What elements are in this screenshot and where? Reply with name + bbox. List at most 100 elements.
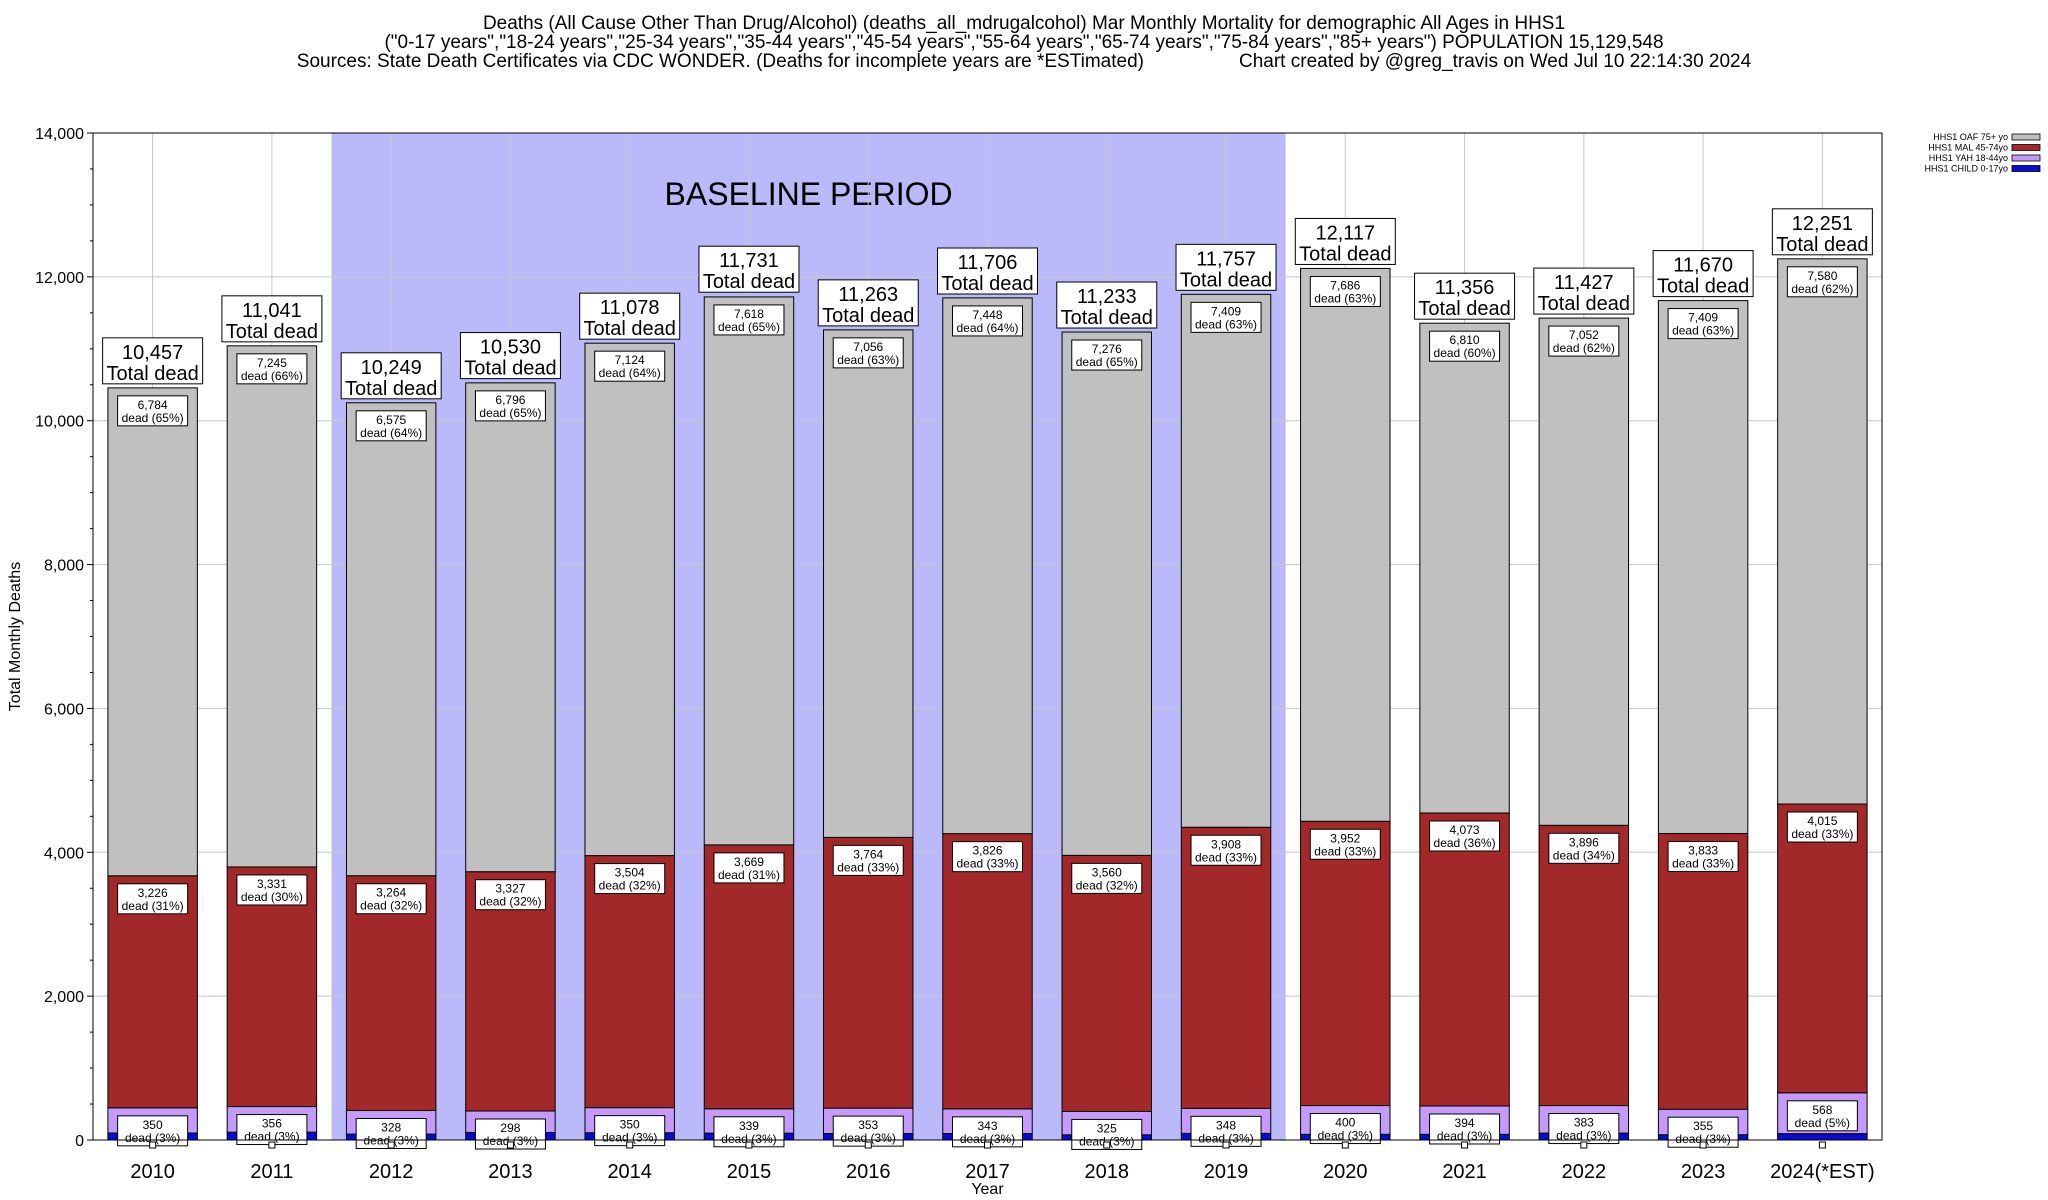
total-label-pct: Total dead <box>1180 269 1272 291</box>
x-tick-label: 2012 <box>369 1161 414 1183</box>
segment-label: 3,833dead (33%) <box>1668 842 1738 872</box>
segment-label-pct: dead (62%) <box>1791 282 1853 296</box>
bar-segment-hhs1-oaf-75-yo <box>1420 323 1509 813</box>
segment-label-value: 350 <box>620 1118 640 1132</box>
x-tick-label: 2017 <box>965 1161 1010 1183</box>
segment-label-value: 3,226 <box>138 886 168 900</box>
x-tick-label: 2022 <box>1562 1161 1607 1183</box>
segment-label-pct: dead (32%) <box>360 899 422 913</box>
segment-label-value: 328 <box>381 1121 401 1135</box>
segment-label-pct: dead (3%) <box>1437 1129 1492 1143</box>
bar-segment-hhs1-oaf-75-yo <box>1539 318 1628 825</box>
total-label-value: 12,117 <box>1315 222 1375 244</box>
x-tick-label: 2024(*EST) <box>1770 1161 1875 1183</box>
segment-label-value: 7,686 <box>1330 278 1360 292</box>
total-label-value: 11,731 <box>719 250 779 272</box>
x-marker <box>507 1142 513 1148</box>
total-label-pct: Total dead <box>1299 243 1391 265</box>
segment-label-value: 6,810 <box>1450 333 1480 347</box>
segment-label: 7,686dead (63%) <box>1310 276 1380 306</box>
total-label-pct: Total dead <box>464 358 556 380</box>
bar-segment-hhs1-oaf-75-yo <box>1181 294 1270 827</box>
segment-label-value: 3,504 <box>615 866 645 880</box>
bar-segment-hhs1-oaf-75-yo <box>346 403 435 876</box>
total-label-pct: Total dead <box>345 378 437 400</box>
segment-label-pct: dead (62%) <box>1553 341 1615 355</box>
x-tick-label: 2021 <box>1442 1161 1487 1183</box>
x-axis-label: Year <box>971 1181 1004 1198</box>
stacked-bar-chart: BASELINE PERIOD 350dead (3%)3,226dead (3… <box>0 0 2048 1200</box>
total-label-value: 10,457 <box>122 342 183 364</box>
x-marker <box>1104 1142 1110 1148</box>
legend-label: HHS1 MAL 45-74yo <box>1928 143 2008 153</box>
bar-segment-hhs1-oaf-75-yo <box>1658 301 1747 834</box>
total-label: 11,263Total dead <box>818 280 918 327</box>
x-marker <box>1462 1142 1468 1148</box>
total-label-value: 11,233 <box>1077 286 1137 308</box>
x-tick-label: 2020 <box>1323 1161 1368 1183</box>
baseline-period-label: BASELINE PERIOD <box>665 176 953 212</box>
segment-label-pct: dead (63%) <box>1672 324 1734 338</box>
segment-label: 7,409dead (63%) <box>1668 309 1738 339</box>
segment-label: 4,015dead (33%) <box>1787 812 1857 842</box>
segment-label-value: 3,264 <box>376 886 406 900</box>
total-label-value: 11,356 <box>1435 277 1495 299</box>
x-marker <box>1581 1142 1587 1148</box>
segment-label-pct: dead (63%) <box>1195 317 1257 331</box>
segment-label: 568dead (5%) <box>1787 1101 1857 1131</box>
segment-label-value: 298 <box>500 1121 520 1135</box>
segment-label-value: 3,560 <box>1092 865 1122 879</box>
segment-label-pct: dead (34%) <box>1553 848 1615 862</box>
segment-label-pct: dead (64%) <box>599 366 661 380</box>
segment-label-pct: dead (64%) <box>956 321 1018 335</box>
legend-swatch <box>2012 166 2040 172</box>
x-tick-label: 2013 <box>488 1161 533 1183</box>
segment-label-value: 3,896 <box>1569 835 1599 849</box>
segment-label-value: 3,669 <box>734 855 764 869</box>
segment-label-pct: dead (31%) <box>718 868 780 882</box>
bar-segment-hhs1-oaf-75-yo <box>108 388 197 876</box>
legend-swatch <box>2012 145 2040 151</box>
bar-segment-hhs1-oaf-75-yo <box>466 383 555 872</box>
bar-segment-hhs1-child-0-17yo <box>1778 1134 1867 1140</box>
total-label: 11,757Total dead <box>1176 244 1276 291</box>
segment-label: 7,124dead (64%) <box>595 351 665 381</box>
segment-label-value: 6,575 <box>376 413 406 427</box>
x-tick-label: 2018 <box>1085 1161 1130 1183</box>
segment-label-value: 3,764 <box>853 847 883 861</box>
x-marker <box>746 1142 752 1148</box>
total-label: 11,233Total dead <box>1057 282 1157 329</box>
bar-segment-hhs1-oaf-75-yo <box>704 297 793 845</box>
y-tick-label: 8,000 <box>44 558 84 575</box>
bar-segment-hhs1-mal-45-74yo <box>1181 827 1270 1108</box>
total-label-pct: Total dead <box>822 305 914 327</box>
segment-label: 3,327dead (32%) <box>475 880 545 910</box>
segment-label-pct: dead (5%) <box>1795 1116 1850 1130</box>
segment-label: 3,952dead (33%) <box>1310 829 1380 859</box>
segment-label-value: 568 <box>1812 1103 1832 1117</box>
bar-segment-hhs1-mal-45-74yo <box>943 834 1032 1109</box>
segment-label-pct: dead (33%) <box>1672 857 1734 871</box>
x-tick-label: 2010 <box>130 1161 175 1183</box>
total-label-pct: Total dead <box>1657 276 1749 298</box>
x-tick-label: 2015 <box>727 1161 772 1183</box>
segment-label-pct: dead (31%) <box>122 899 184 913</box>
x-marker <box>1700 1142 1706 1148</box>
segment-label-value: 400 <box>1335 1116 1355 1130</box>
x-marker <box>627 1142 633 1148</box>
segment-label-pct: dead (33%) <box>1791 827 1853 841</box>
segment-label-value: 7,124 <box>615 353 645 367</box>
segment-label-value: 3,826 <box>972 844 1002 858</box>
segment-label: 3,560dead (32%) <box>1072 863 1142 893</box>
y-tick-label: 0 <box>75 1133 84 1150</box>
total-label-value: 11,757 <box>1196 248 1256 270</box>
segment-label-value: 6,784 <box>138 398 168 412</box>
